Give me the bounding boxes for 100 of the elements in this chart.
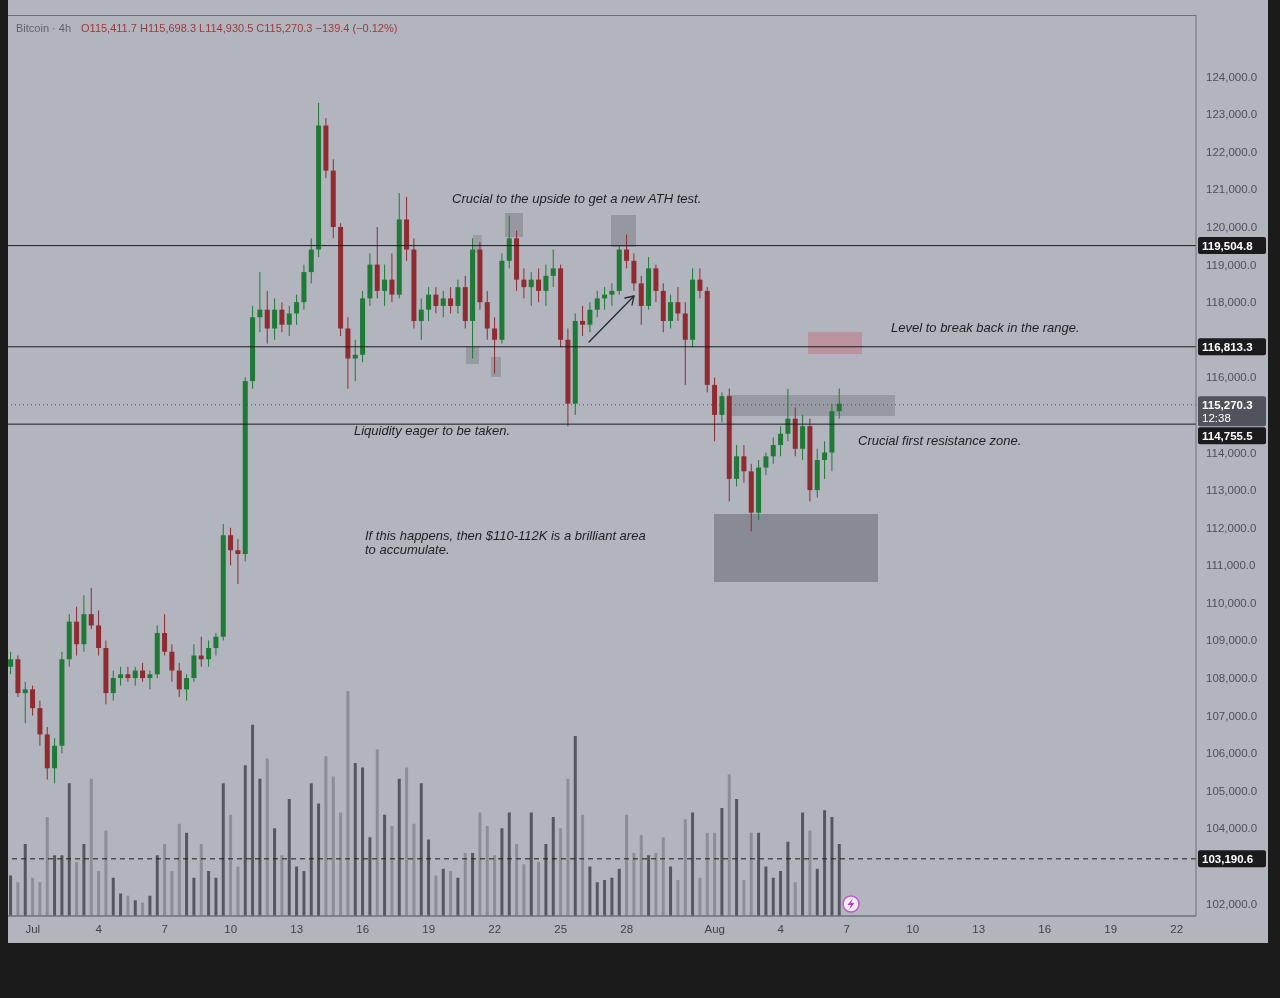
bar	[441, 868, 445, 916]
bar	[698, 877, 702, 916]
bar	[449, 871, 453, 916]
bar	[265, 758, 269, 916]
candlestick	[763, 452, 769, 476]
candlestick	[176, 662, 182, 698]
y-tick-label: 107,000.0	[1206, 709, 1258, 722]
bar	[749, 832, 753, 916]
bar	[727, 774, 731, 916]
annotation: Liquidity eager to be taken.	[354, 422, 511, 438]
candlestick	[8, 651, 14, 675]
x-tick-label: 10	[224, 923, 238, 935]
candlestick	[162, 613, 168, 657]
bar	[280, 855, 284, 916]
candlestick	[778, 425, 784, 457]
candlestick	[294, 294, 300, 326]
candlestick	[352, 339, 358, 382]
y-tick-label: 111,000.0	[1206, 559, 1256, 572]
candlestick	[426, 286, 432, 322]
candlestick	[206, 639, 212, 668]
y-tick-label: 114,000.0	[1206, 446, 1257, 459]
annotation: Level to break back in the range.	[891, 319, 1080, 335]
bar	[397, 778, 401, 916]
candlestick	[110, 670, 116, 702]
candlestick	[382, 264, 388, 307]
y-tick-label: 112,000.0	[1206, 521, 1257, 534]
bar	[273, 828, 277, 916]
bar	[434, 875, 438, 916]
bar	[375, 749, 379, 916]
bar	[214, 877, 218, 916]
bar	[720, 808, 724, 916]
bar	[735, 799, 739, 916]
y-tick-label: 106,000.0	[1206, 747, 1258, 760]
bar	[207, 871, 211, 916]
bar	[9, 875, 13, 916]
candlestick	[52, 737, 58, 784]
candlestick	[22, 681, 28, 724]
candlestick	[30, 685, 36, 717]
bar	[199, 844, 203, 916]
x-tick-label: 19	[422, 923, 436, 935]
bar	[610, 877, 614, 916]
candlestick	[418, 297, 424, 341]
bar	[669, 866, 673, 916]
y-tick-label: 122,000.0	[1206, 145, 1258, 158]
bar	[412, 823, 416, 916]
bar	[551, 817, 555, 916]
bar	[485, 826, 489, 916]
bar	[625, 814, 629, 916]
candlestick	[213, 632, 219, 657]
y-tick-label: 110,000.0	[1206, 596, 1257, 609]
candlestick	[308, 237, 314, 284]
candlestick	[147, 670, 153, 690]
candlestick	[543, 264, 549, 307]
candlestick	[184, 673, 190, 702]
x-tick-label: 7	[161, 923, 168, 935]
bar	[559, 828, 563, 916]
x-tick-label: 7	[843, 923, 850, 935]
candlestick	[257, 271, 263, 333]
bar	[837, 844, 841, 916]
ref-line-label: 115,270.3 12:38	[1202, 398, 1253, 424]
annotation: Crucial first resistance zone.	[858, 432, 1022, 448]
bar	[742, 880, 746, 916]
x-tick-label: 19	[1104, 923, 1118, 935]
bar	[45, 817, 49, 916]
bar	[258, 778, 262, 916]
candlestick	[653, 264, 659, 303]
candlestick	[74, 606, 80, 657]
bar	[97, 871, 101, 916]
bar	[133, 900, 137, 916]
bar	[60, 855, 64, 916]
bar	[427, 839, 431, 916]
candlestick	[140, 662, 146, 683]
bar	[471, 853, 475, 916]
candlestick	[169, 643, 175, 683]
candlestick	[455, 279, 461, 314]
bar	[53, 855, 57, 916]
bar	[478, 812, 482, 916]
bar	[236, 866, 240, 916]
bar	[661, 837, 665, 916]
bar	[148, 895, 152, 916]
x-tick-label: 16	[356, 923, 370, 935]
annotation: If this happens, then $110-112K is a brilliant area to accumulate.	[365, 527, 646, 557]
x-tick-label: 28	[620, 923, 634, 935]
candlestick	[228, 527, 234, 566]
bar	[507, 812, 511, 916]
bar	[603, 880, 607, 916]
bar	[493, 855, 497, 916]
candlestick	[118, 666, 124, 687]
bar	[119, 893, 123, 916]
candlestick	[822, 440, 828, 480]
bar	[155, 855, 159, 916]
bar	[405, 767, 409, 916]
bar	[647, 855, 651, 916]
bar	[588, 866, 592, 916]
bar	[251, 724, 255, 916]
candlestick	[587, 301, 593, 333]
bar	[295, 866, 299, 916]
bar	[38, 882, 42, 916]
bar	[830, 817, 834, 916]
candlestick	[528, 271, 534, 307]
